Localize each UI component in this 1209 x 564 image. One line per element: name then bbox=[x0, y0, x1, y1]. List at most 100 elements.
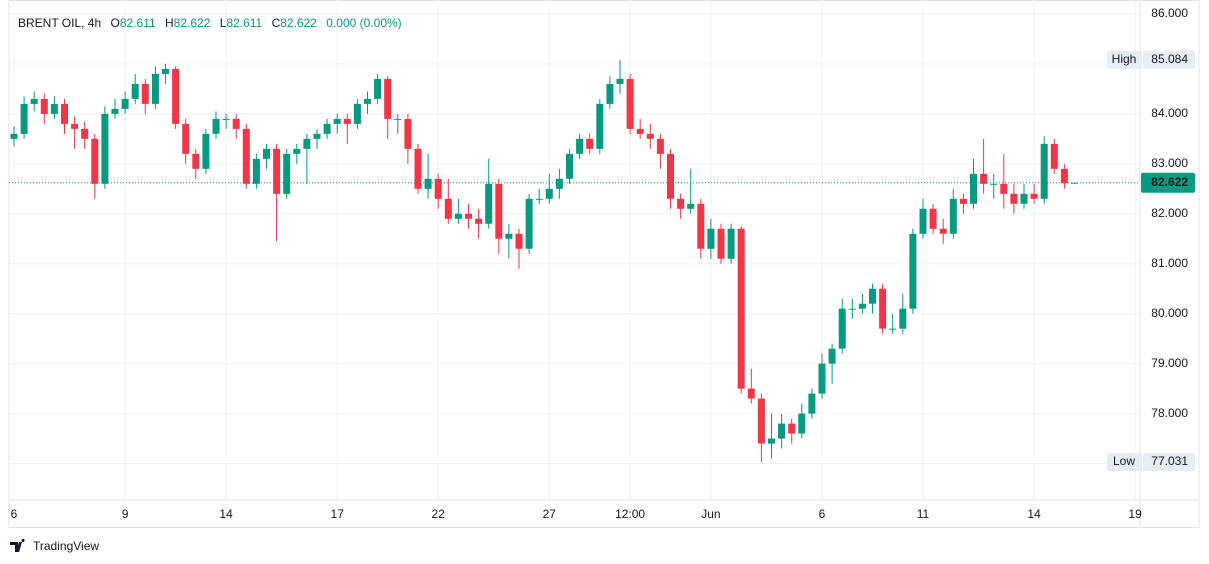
candle-body bbox=[616, 78, 624, 84]
candle-body bbox=[687, 203, 695, 209]
candle-body bbox=[424, 178, 432, 189]
candle-body bbox=[1050, 143, 1058, 169]
candle-body bbox=[162, 68, 169, 74]
candle-body bbox=[293, 148, 301, 154]
y-tick-label: 78.000 bbox=[1151, 406, 1188, 420]
y-tick-label: 81.000 bbox=[1151, 256, 1188, 270]
grid bbox=[9, 0, 1140, 500]
candle-body bbox=[919, 208, 927, 234]
high-value: 85.084 bbox=[1151, 52, 1188, 66]
candle-body bbox=[596, 103, 604, 149]
x-tick-label: 27 bbox=[543, 507, 557, 521]
candle-body bbox=[212, 118, 220, 134]
candle-body bbox=[434, 178, 442, 199]
candle-body bbox=[394, 118, 402, 120]
candle-body bbox=[798, 413, 806, 434]
candle-body bbox=[111, 108, 119, 114]
x-tick-label: 9 bbox=[122, 507, 129, 521]
candle-body bbox=[222, 118, 230, 120]
low-key-box bbox=[1107, 452, 1142, 471]
candle-body bbox=[606, 83, 614, 104]
candle-body bbox=[879, 288, 887, 329]
x-tick-label: 14 bbox=[1027, 507, 1041, 521]
last-price-label: 82.622 bbox=[1151, 175, 1188, 189]
candle-body bbox=[202, 133, 210, 169]
candle-body bbox=[939, 228, 947, 234]
candle-body bbox=[667, 153, 674, 199]
candle-body bbox=[788, 423, 796, 434]
candle-body bbox=[364, 98, 371, 104]
candle-body bbox=[576, 138, 584, 154]
candle-body bbox=[889, 328, 897, 330]
candle-body bbox=[535, 198, 543, 200]
high-key: High bbox=[1112, 52, 1137, 66]
candle-body bbox=[121, 98, 129, 109]
candle-body bbox=[353, 103, 361, 124]
candle-body bbox=[959, 198, 967, 204]
candle-body bbox=[555, 178, 563, 189]
candles bbox=[10, 59, 1078, 462]
candle-body bbox=[899, 308, 907, 329]
candle-body bbox=[838, 308, 846, 349]
ohlc-key: O bbox=[111, 16, 120, 30]
low-value: 77.031 bbox=[1151, 454, 1188, 468]
candle-body bbox=[677, 198, 685, 209]
candle-body bbox=[495, 183, 503, 239]
candle-body bbox=[970, 173, 977, 204]
candle-body bbox=[101, 113, 109, 184]
x-tick-label: 17 bbox=[331, 507, 345, 521]
candle-body bbox=[374, 78, 382, 99]
candle-body bbox=[333, 118, 341, 124]
candle-body bbox=[525, 198, 533, 249]
low-key: Low bbox=[1113, 454, 1135, 468]
candle-body bbox=[50, 103, 58, 114]
candle-body bbox=[81, 128, 89, 139]
candle-body bbox=[828, 348, 836, 364]
candle-body bbox=[566, 153, 573, 179]
legend: BRENT OIL, 4h O82.611 H82.622 L82.611 C8… bbox=[18, 16, 402, 30]
candle-body bbox=[303, 138, 311, 149]
candle-body bbox=[1000, 183, 1008, 194]
candle-body bbox=[465, 213, 472, 219]
ohlc-value: 82.622 bbox=[174, 16, 211, 30]
y-tick-label: 83.000 bbox=[1151, 156, 1188, 170]
candle-body bbox=[848, 308, 856, 310]
candle-body bbox=[1010, 193, 1018, 204]
candle-body bbox=[151, 73, 159, 104]
candle-body bbox=[20, 103, 28, 134]
watermark: TradingView bbox=[33, 539, 99, 553]
candle-body bbox=[384, 78, 392, 119]
labels: 77.00078.00079.00080.00081.00082.00083.0… bbox=[9, 6, 1195, 521]
candle-body bbox=[1040, 143, 1048, 199]
candle-body bbox=[40, 98, 48, 114]
x-tick-label: 14 bbox=[219, 507, 233, 521]
candle-body bbox=[707, 228, 715, 249]
candle-body bbox=[717, 228, 725, 259]
y-tick-label: 79.000 bbox=[1151, 356, 1188, 370]
candle-body bbox=[414, 148, 422, 189]
candle-body bbox=[929, 208, 937, 229]
x-tick-label: 6 bbox=[819, 507, 826, 521]
candle-body bbox=[747, 388, 755, 399]
candle-body bbox=[1020, 193, 1028, 204]
candle-body bbox=[283, 153, 291, 194]
candle-body bbox=[444, 198, 452, 219]
candle-body bbox=[61, 103, 68, 124]
candle-body bbox=[626, 78, 634, 129]
candle-body bbox=[404, 118, 412, 149]
x-tick-label: Jun bbox=[701, 507, 720, 521]
candle-body bbox=[242, 128, 250, 184]
candle-body bbox=[869, 288, 876, 304]
candle-body bbox=[656, 138, 664, 154]
x-tick-label: 11 bbox=[917, 507, 930, 521]
candle-body bbox=[636, 128, 644, 134]
ohlc-value: 82.622 bbox=[280, 16, 317, 30]
last-price-box bbox=[1141, 172, 1195, 193]
candle-body bbox=[646, 133, 654, 139]
candle-body bbox=[252, 158, 260, 184]
logo-icon bbox=[10, 538, 25, 552]
candle-body bbox=[808, 393, 816, 414]
ohlc-key: H bbox=[165, 16, 174, 30]
candle-body bbox=[343, 118, 351, 124]
